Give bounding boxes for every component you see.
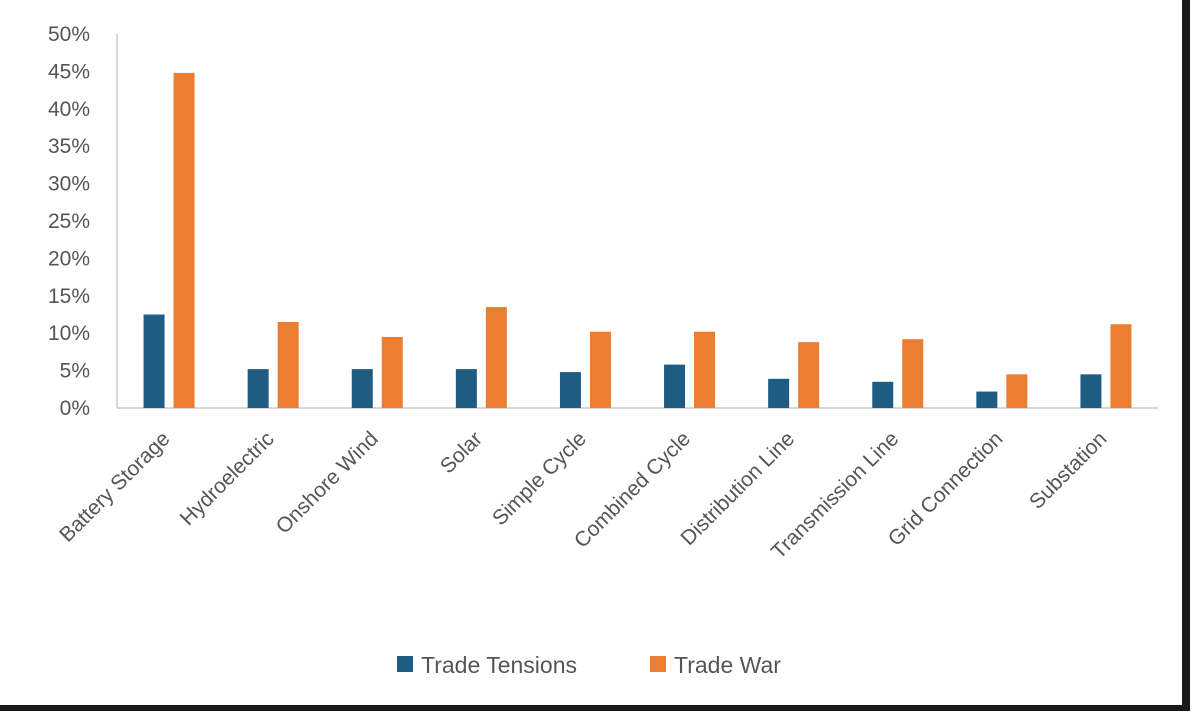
- bar-trade-tensions: [976, 391, 998, 408]
- bar-trade-war: [589, 331, 611, 408]
- y-tick-label: 40%: [48, 98, 90, 121]
- y-tick-label: 35%: [48, 135, 90, 158]
- bar-trade-tensions: [768, 378, 790, 408]
- y-tick-label: 15%: [48, 285, 90, 308]
- y-tick-label: 20%: [48, 247, 90, 270]
- bar-trade-tensions: [1080, 374, 1102, 408]
- x-tick-label: Simple Cycle: [488, 427, 591, 530]
- x-tick-label: Substation: [1025, 427, 1111, 513]
- bars: [143, 72, 1132, 409]
- y-tick-label: 50%: [48, 23, 90, 46]
- bar-trade-tensions: [351, 369, 373, 408]
- x-tick-label: Hydroelectric: [176, 427, 279, 530]
- bar-trade-war: [485, 307, 507, 408]
- x-tick-label: Onshore Wind: [272, 427, 383, 538]
- x-tick-label: Battery Storage: [55, 427, 174, 546]
- y-tick-label: 5%: [60, 360, 90, 383]
- y-axis: 0% 5% 10% 15% 20% 25% 30% 35% 40% 45% 50%: [48, 23, 118, 420]
- x-tick-label: Distribution Line: [676, 427, 799, 550]
- bar-trade-tensions: [664, 364, 686, 408]
- bar-trade-tensions: [455, 369, 477, 408]
- bar-trade-tensions: [872, 381, 894, 408]
- bar-trade-war: [277, 321, 299, 408]
- y-tick-label: 30%: [48, 173, 90, 196]
- y-tick-label: 25%: [48, 210, 90, 233]
- bar-trade-war: [1006, 374, 1028, 408]
- bar-trade-war: [694, 331, 716, 408]
- legend-swatch-trade-tensions: [397, 656, 413, 672]
- y-tick-label: 0%: [60, 397, 90, 420]
- y-tick-label: 45%: [48, 60, 90, 83]
- bar-trade-war: [381, 336, 403, 408]
- bar-trade-war: [173, 72, 195, 409]
- bar-trade-tensions: [559, 372, 581, 408]
- legend-label-trade-war: Trade War: [674, 652, 781, 678]
- y-tick-label: 10%: [48, 322, 90, 345]
- bar-trade-tensions: [143, 314, 165, 408]
- x-tick-label: Grid Connection: [884, 427, 1008, 551]
- bar-trade-war: [1110, 324, 1132, 408]
- bar-trade-war: [902, 339, 924, 408]
- legend-swatch-trade-war: [650, 656, 666, 672]
- bar-trade-war: [798, 342, 820, 408]
- legend: Trade Tensions Trade War: [397, 652, 781, 678]
- x-tick-label: Solar: [436, 427, 487, 478]
- bar-trade-tensions: [247, 369, 269, 408]
- legend-label-trade-tensions: Trade Tensions: [421, 652, 577, 678]
